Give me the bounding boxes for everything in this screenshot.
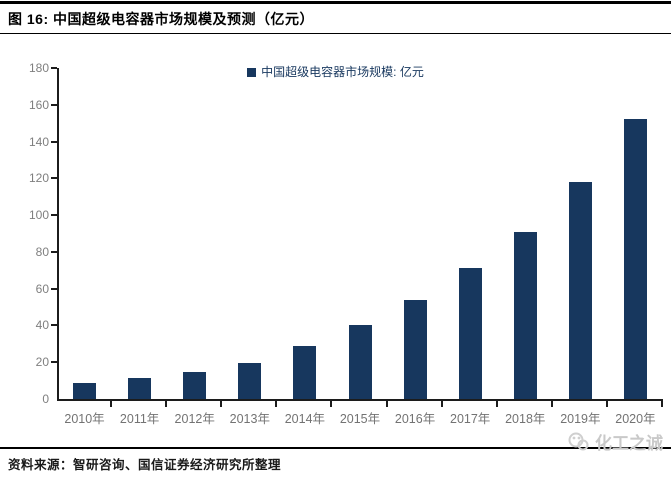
watermark-logo-icon [567, 432, 591, 452]
y-axis-label: 40 [35, 318, 49, 333]
x-tick-mark [440, 401, 443, 407]
bar-2012年 [183, 372, 207, 399]
x-tick-mark [220, 401, 223, 407]
bar-2018年 [513, 232, 537, 399]
y-tick-mark [51, 214, 57, 217]
legend-swatch-icon [247, 68, 257, 77]
y-axis-label: 20 [35, 355, 49, 370]
y-axis-label: 160 [28, 97, 49, 112]
bottom-rule [0, 447, 671, 449]
bar-2014年 [293, 346, 317, 399]
y-axis-label: 100 [28, 208, 49, 223]
x-axis-label: 2017年 [450, 412, 491, 426]
source-note: 资料来源：智研咨询、国信证券经济研究所整理 [8, 458, 282, 472]
x-tick-mark [110, 401, 113, 407]
watermark-text: 化工之诚 [595, 434, 663, 453]
y-tick-mark [51, 67, 57, 69]
plot-area: 0 20 40 60 80 100 120 140 160 180 2010年 2011年 2012年 2… [29, 61, 663, 426]
bar-2019年 [568, 182, 592, 399]
y-tick-mark [51, 324, 57, 327]
bar-2011年 [128, 378, 152, 399]
y-tick-mark [51, 250, 57, 253]
x-tick-mark [165, 401, 168, 407]
figure-title: 图 16: 中国超级电容器市场规模及预测（亿元） [8, 11, 315, 27]
x-axis-label: 2011年 [119, 412, 160, 426]
x-tick-mark [330, 401, 333, 407]
x-tick-mark [661, 401, 663, 407]
x-tick-mark [275, 401, 278, 407]
bar-2013年 [238, 363, 262, 399]
y-axis-label: 60 [35, 281, 49, 296]
y-axis-label: 0 [42, 392, 49, 406]
bar-2010年 [73, 383, 97, 399]
x-axis-label: 2016年 [394, 412, 436, 426]
bar-2015年 [348, 325, 372, 399]
x-axis-label: 2020年 [615, 412, 656, 426]
y-axis-label: 180 [28, 61, 49, 75]
y-tick-mark [51, 103, 57, 106]
y-tick-mark [51, 177, 57, 180]
bar-2016年 [403, 300, 427, 399]
x-tick-mark [385, 401, 388, 407]
x-axis-label: 2015年 [339, 412, 381, 426]
x-axis-label: 2010年 [64, 412, 105, 426]
x-axis-label: 2019年 [560, 412, 601, 426]
bar-2020年 [623, 119, 647, 399]
x-axis-line [57, 399, 663, 401]
top-rule [0, 1, 671, 4]
legend-label: 中国超级电容器市场规模: 亿元 [261, 65, 424, 79]
y-tick-mark [51, 361, 57, 364]
x-axis-label: 2012年 [174, 412, 215, 426]
y-axis-line [57, 68, 59, 401]
y-tick-mark [51, 140, 57, 143]
y-axis-label: 120 [28, 171, 49, 186]
x-axis-label: 2013年 [229, 412, 270, 426]
y-axis-label: 140 [28, 134, 49, 149]
x-tick-mark [605, 401, 608, 407]
bar-2017年 [458, 268, 482, 399]
x-axis-label: 2014年 [284, 412, 326, 426]
x-tick-mark [550, 401, 553, 407]
x-tick-mark [495, 401, 498, 407]
watermark: 化工之诚 [567, 429, 663, 454]
y-axis-label: 80 [35, 244, 49, 259]
title-divider [0, 33, 671, 34]
x-axis-label: 2018年 [505, 412, 546, 426]
chart-legend: 中国超级电容器市场规模: 亿元 [0, 63, 671, 80]
y-tick-mark [51, 287, 57, 290]
